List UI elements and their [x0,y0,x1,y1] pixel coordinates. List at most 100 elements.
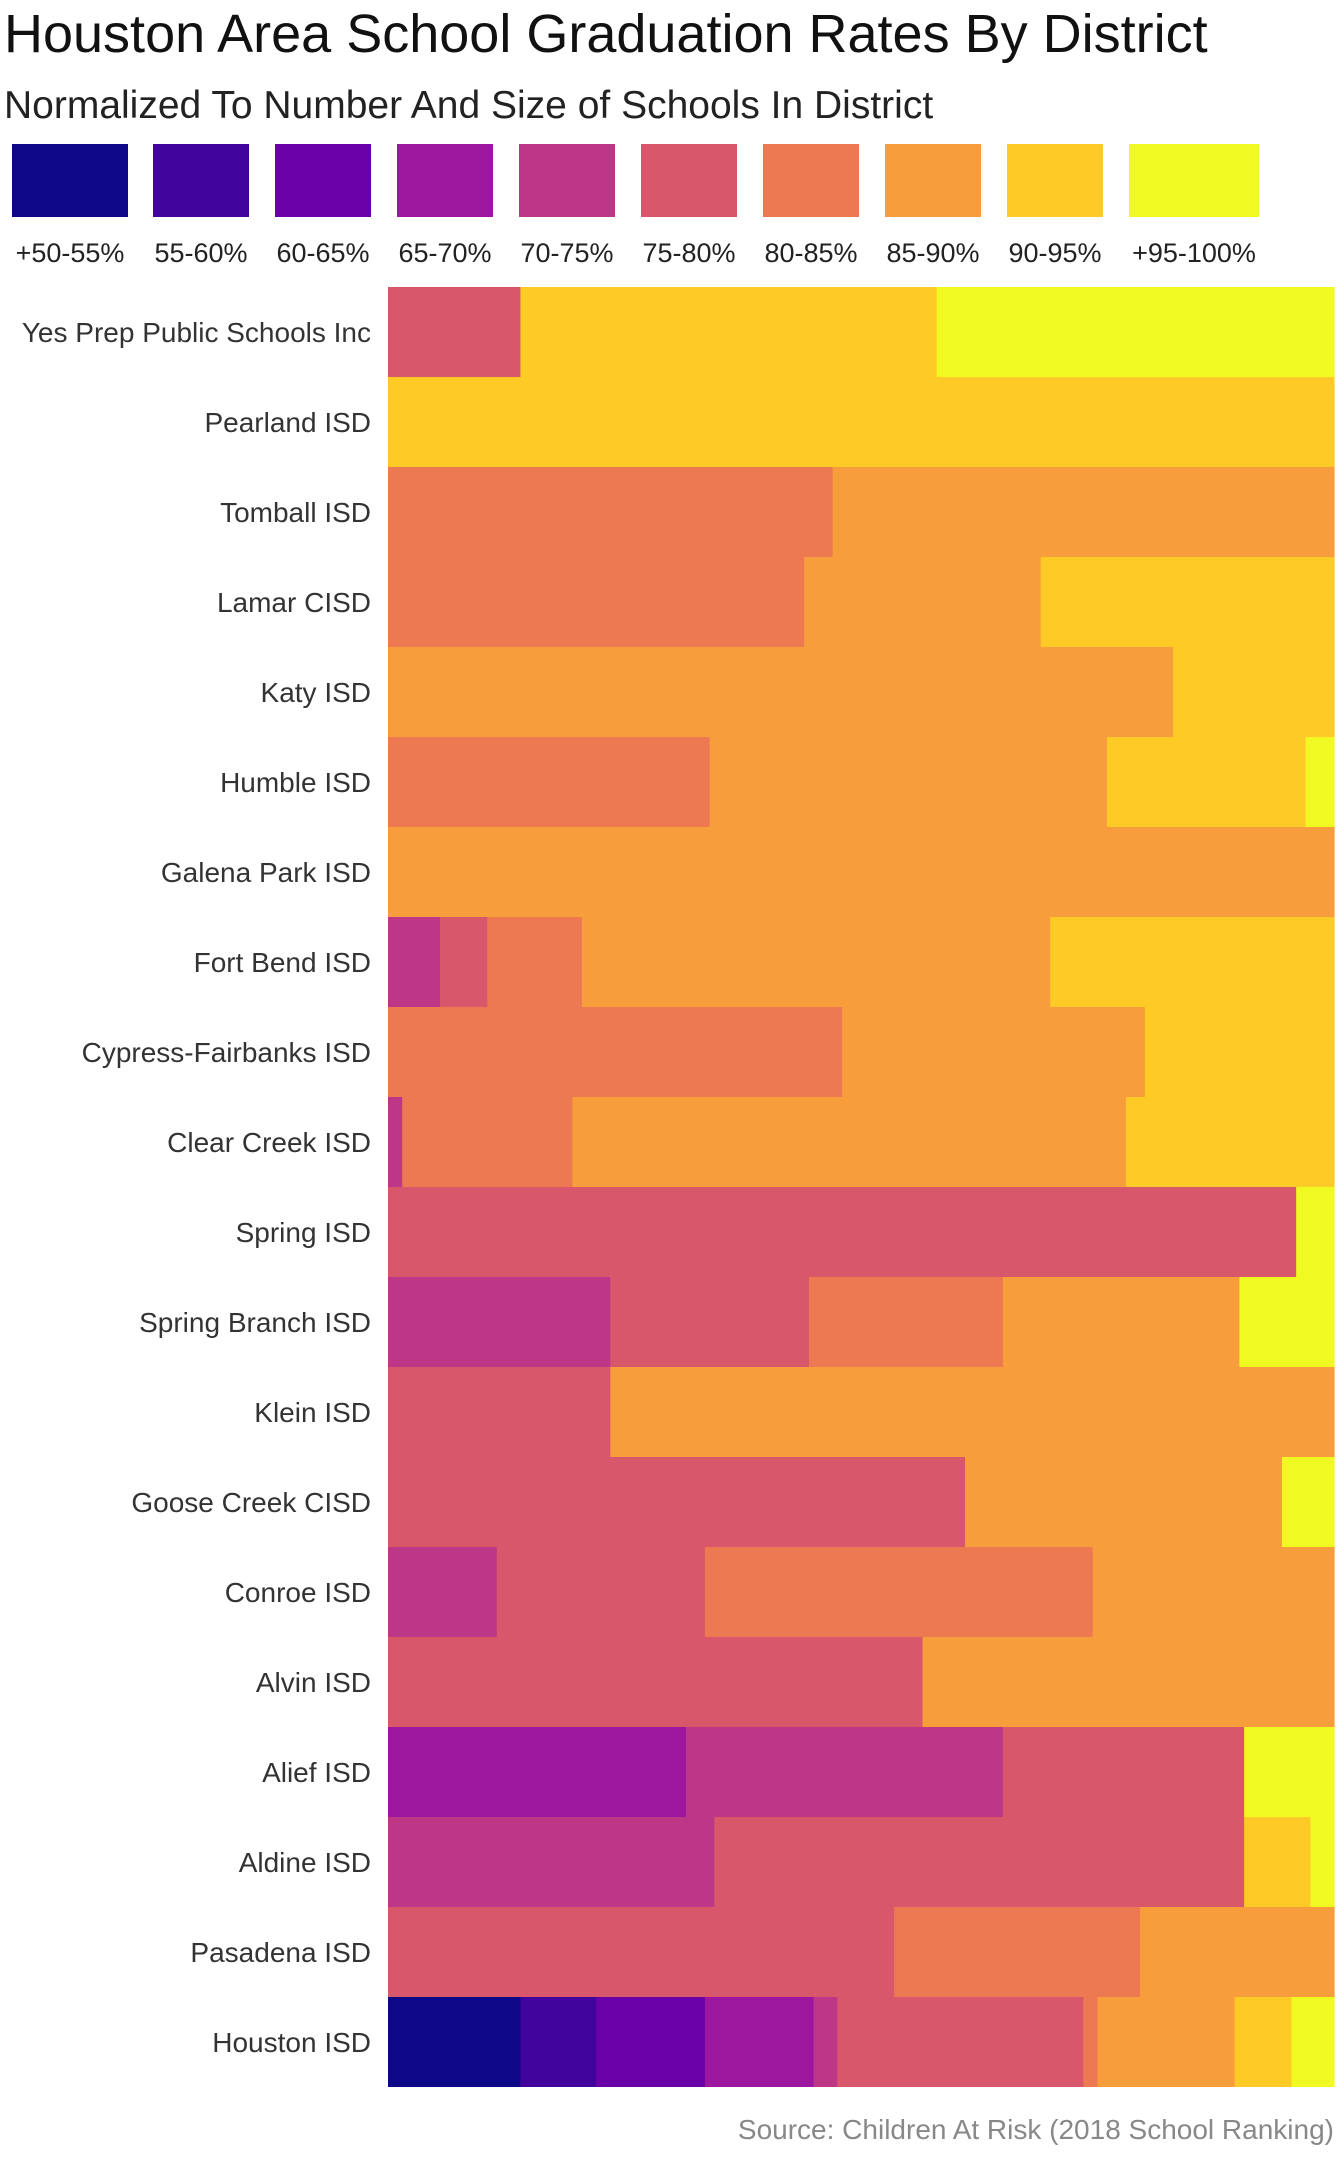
heatmap-segment [936,287,1335,377]
legend: +50-55% 55-60% 60-65% 65-70% 70-75% 75-80% 80-… [12,144,1259,268]
legend-label: 75-80% [642,238,735,268]
heatmap-segment [704,1997,815,2087]
district-row: Yes Prep Public Schools Inc [22,287,1335,377]
heatmap-segment [922,1637,1335,1727]
legend-swatch [153,144,249,217]
district-label: Humble ISD [220,767,371,798]
heatmap-segment [685,1727,1004,1817]
legend-swatch [397,144,493,217]
heatmap-segment [581,917,1051,1007]
heatmap-segment [610,1277,810,1367]
heatmap-segment [1144,1007,1335,1097]
heatmap-segment [804,557,1042,647]
heatmap-segment [1281,1457,1335,1547]
heatmap-segment [388,377,1335,467]
district-row: Pasadena ISD [190,1907,1335,1997]
district-label: Houston ISD [212,2027,371,2058]
heatmap-segment [965,1457,1283,1547]
legend-label: 70-75% [520,238,613,268]
district-label: Yes Prep Public Schools Inc [22,317,371,348]
heatmap-segment [1244,1817,1311,1907]
legend-swatch [519,144,615,217]
heatmap-segment [388,1457,966,1547]
district-row: Alvin ISD [256,1637,1335,1727]
district-row: Tomball ISD [220,467,1335,557]
district-label: Tomball ISD [220,497,371,528]
legend-swatch [885,144,981,217]
district-label: Alief ISD [262,1757,371,1788]
heatmap-segment [813,1997,838,2087]
district-label: Katy ISD [261,677,371,708]
legend-swatch [1129,144,1259,217]
district-row: Galena Park ISD [161,827,1335,917]
legend-label: 90-95% [1008,238,1101,268]
heatmap-segment [1291,1997,1335,2087]
heatmap-segment [832,467,1335,557]
district-label: Alvin ISD [256,1667,371,1698]
district-row: Houston ISD [212,1997,1335,2087]
heatmap-segment [388,557,805,647]
heatmap-segment [496,1547,706,1637]
legend-swatch [1007,144,1103,217]
district-label: Conroe ISD [225,1577,371,1608]
legend-swatch [641,144,737,217]
heatmap-segment [388,1997,522,2087]
heatmap-segment [1092,1547,1335,1637]
heatmap-segment [1002,1277,1240,1367]
district-row: Spring ISD [236,1187,1335,1277]
legend-label: 60-65% [276,238,369,268]
heatmap-segment [808,1277,1004,1367]
district-label: Fort Bend ISD [194,947,371,978]
heatmap-segment [1040,557,1335,647]
heatmap-segment [388,467,834,557]
heatmap-segment [1305,737,1335,827]
heatmap-segment [440,917,488,1007]
heatmap-segment [596,1997,706,2087]
legend-swatch [12,144,128,217]
heatmap-segment [714,1817,1245,1907]
district-label: Lamar CISD [217,587,371,618]
legend-swatch [763,144,859,217]
heatmap-segment [842,1007,1146,1097]
district-label: Spring Branch ISD [139,1307,371,1338]
heatmap-segment [1239,1277,1335,1367]
district-label: Pasadena ISD [190,1937,371,1968]
district-row: Spring Branch ISD [139,1277,1335,1367]
district-rows: Yes Prep Public Schools Inc Pearland ISD T… [22,287,1335,2087]
district-row: Fort Bend ISD [194,917,1335,1007]
district-row: Conroe ISD [225,1547,1335,1637]
district-label: Goose Creek CISD [131,1487,371,1518]
district-row: Lamar CISD [217,557,1335,647]
heatmap-segment [1097,1997,1236,2087]
heatmap-segment [1106,737,1307,827]
district-label: Clear Creek ISD [167,1127,371,1158]
heatmap-segment [388,1637,924,1727]
heatmap-segment [388,647,1174,737]
heatmap-segment [520,287,938,377]
heatmap-segment [1310,1817,1335,1907]
heatmap-segment [388,1547,498,1637]
heatmap-segment [388,1367,611,1457]
heatmap-segment [388,1727,687,1817]
heatmap-segment [388,1097,403,1187]
heatmap-segment [388,737,711,827]
chart-title: Houston Area School Graduation Rates By … [4,4,1208,64]
legend-label: +50-55% [16,238,125,268]
district-row: Clear Creek ISD [167,1097,1335,1187]
heatmap-segment [709,737,1108,827]
heatmap-segment [894,1907,1141,1997]
heatmap-segment [1050,917,1335,1007]
heatmap-segment [572,1097,1127,1187]
district-row: Goose Creek CISD [131,1457,1335,1547]
heatmap-segment [610,1367,1335,1457]
heatmap-segment [388,1007,843,1097]
heatmap-segment [388,1907,895,1997]
district-label: Aldine ISD [239,1847,371,1878]
district-row: Cypress-Fairbanks ISD [82,1007,1335,1097]
heatmap-segment [520,1997,597,2087]
district-label: Cypress-Fairbanks ISD [82,1037,371,1068]
heatmap-segment [388,1817,715,1907]
legend-label: 55-60% [154,238,247,268]
